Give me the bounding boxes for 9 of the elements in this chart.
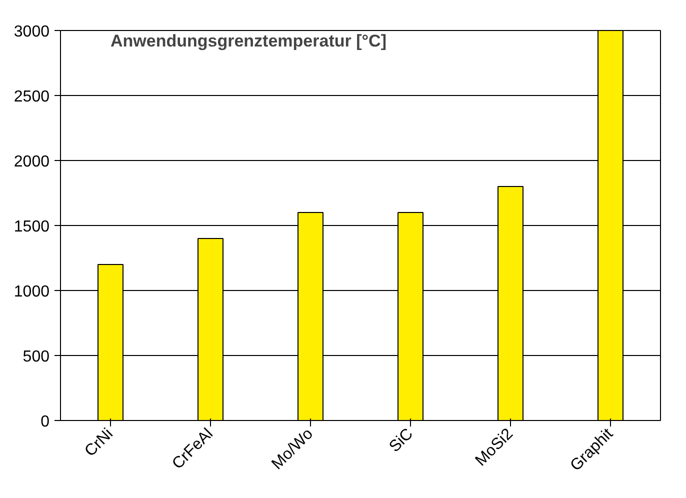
y-tick-label: 0 [40,414,50,430]
y-tick-label: 1000 [14,284,50,300]
y-tick-label: 3000 [14,24,50,40]
x-tick-label: SiC [386,425,417,456]
y-tick-label: 2000 [14,154,50,170]
y-tick-label: 2500 [14,88,50,106]
y-tick-label: 500 [22,348,50,366]
y-tick-label: 1500 [14,218,50,236]
chart-title: Anwendungsgrenztemperatur [°C] [110,32,386,50]
